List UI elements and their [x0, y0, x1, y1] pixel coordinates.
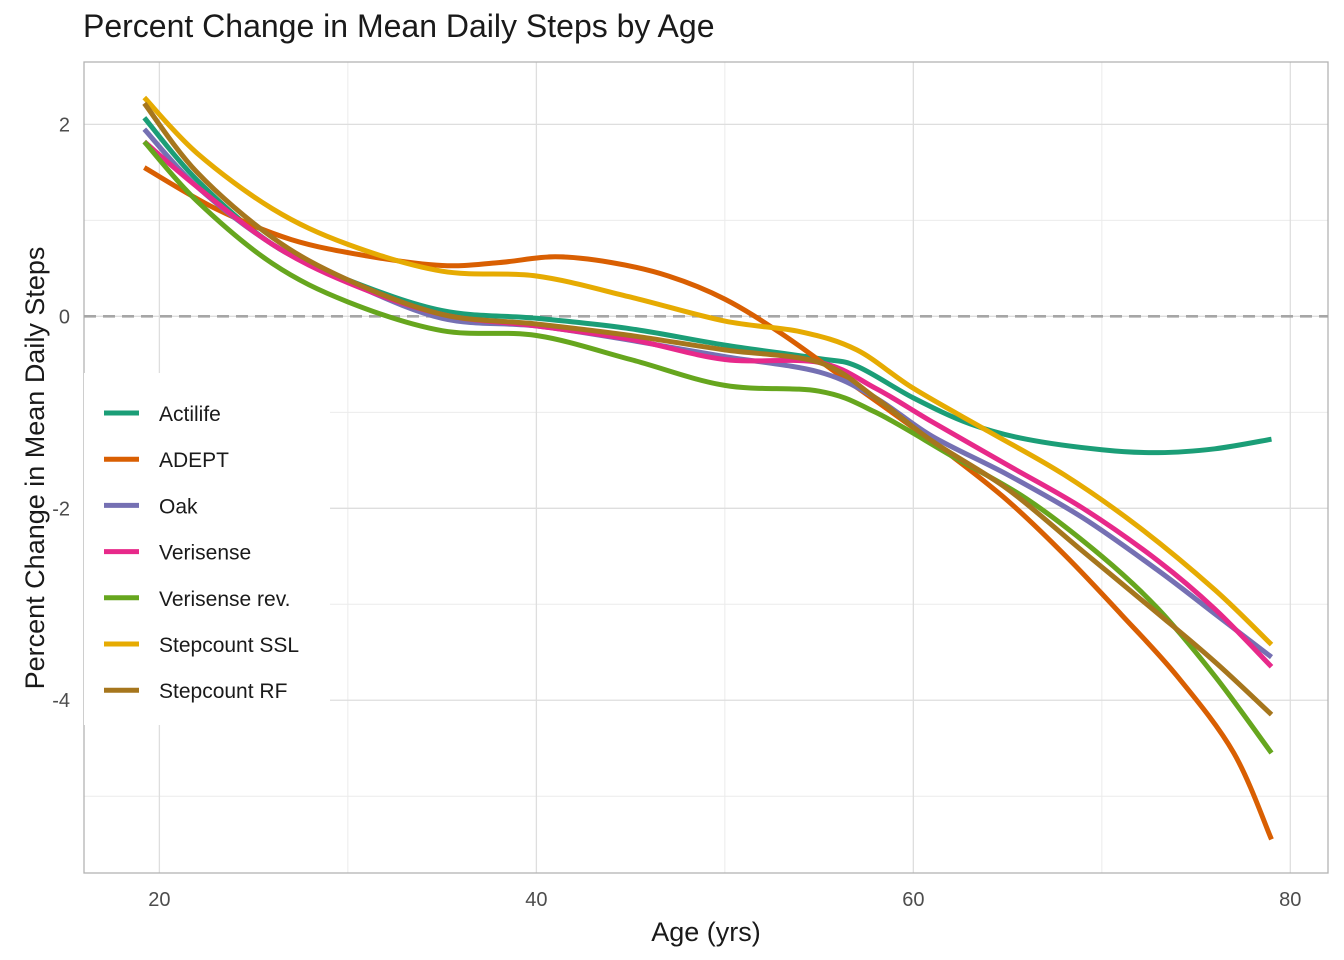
series-line-verisense-rev [142, 140, 1274, 755]
series-line-stepcount-rf [142, 101, 1274, 717]
legend-background [84, 373, 330, 725]
legend-label: Verisense [159, 542, 251, 565]
y-tick-label: 2 [59, 114, 70, 136]
y-tick-label: 0 [59, 306, 70, 328]
x-axis-label: Age (yrs) [651, 917, 761, 947]
legend-label: Oak [159, 495, 198, 518]
series-line-stepcount-ssl [142, 95, 1274, 647]
x-tick-label: 60 [902, 889, 924, 911]
y-tick-label: -4 [52, 690, 70, 712]
x-tick-label: 80 [1279, 889, 1301, 911]
chart-title: Percent Change in Mean Daily Steps by Ag… [83, 8, 715, 44]
legend-label: Verisense rev. [159, 588, 291, 611]
y-axis-label: Percent Change in Mean Daily Steps [20, 247, 50, 690]
legend-label: Actilife [159, 403, 221, 426]
series-line-verisense [142, 139, 1274, 669]
axis-tick-labels: 20 40 60 80 -4 -2 0 2 [52, 114, 1301, 911]
legend-label: Stepcount RF [159, 680, 287, 703]
x-tick-label: 20 [148, 889, 170, 911]
y-tick-label: -2 [52, 498, 70, 520]
legend-label: Stepcount SSL [159, 634, 299, 657]
x-tick-label: 40 [525, 889, 547, 911]
series-lines [142, 95, 1274, 841]
legend-label: ADEPT [159, 449, 229, 472]
legend: Actilife ADEPT Oak Verisense Verisense rev. S… [84, 373, 330, 725]
